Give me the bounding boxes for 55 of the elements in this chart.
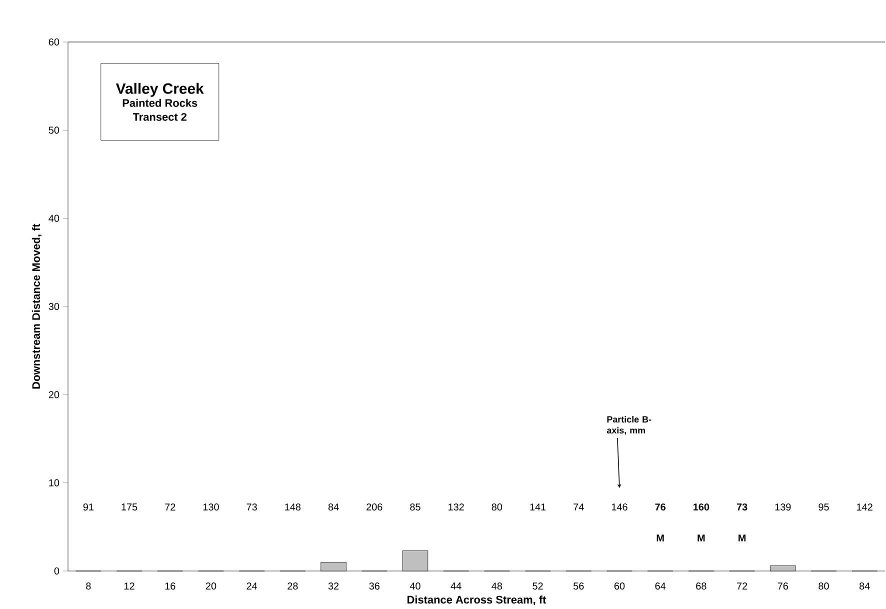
x-tick-label: 24 — [246, 582, 258, 590]
annotation: M — [698, 534, 705, 542]
annotation: 95 — [818, 503, 829, 511]
annotation: 74 — [574, 504, 584, 510]
x-tick-label: 28 — [288, 582, 298, 590]
annotation: 160 — [693, 503, 710, 511]
annotation: 148 — [285, 503, 301, 511]
y-tick-label: 40 — [48, 214, 60, 222]
x-tick-label: 76 — [778, 582, 788, 590]
x-tick-label: 32 — [328, 582, 339, 590]
text: Valley Creek — [116, 82, 204, 97]
y-tick-label: 20 — [48, 391, 60, 398]
annotation: 206 — [366, 503, 382, 511]
annotation: 72 — [165, 504, 176, 510]
x-tick-label: 68 — [696, 582, 706, 590]
x-tick-label: 44 — [450, 582, 462, 590]
annotation: 132 — [448, 503, 464, 511]
x-tick-label: 84 — [859, 582, 870, 590]
annotation: 80 — [492, 503, 502, 511]
x-tick-label: 36 — [369, 582, 380, 590]
annotation: 73 — [736, 503, 748, 511]
x-tick-label: 56 — [573, 582, 584, 590]
x-tick-label: 64 — [655, 582, 666, 590]
y-tick-label: 0 — [54, 567, 60, 575]
x-tick-label: 12 — [124, 582, 134, 590]
x-tick-label: 80 — [818, 582, 829, 590]
annotation: 175 — [122, 504, 138, 510]
annotation: 130 — [203, 503, 219, 511]
y-tick-label: 50 — [48, 126, 60, 134]
annotation: 85 — [410, 503, 420, 511]
annotation: 146 — [612, 503, 628, 511]
annotation: M — [738, 534, 746, 542]
annotation: 73 — [246, 503, 257, 511]
annotation: 141 — [530, 504, 546, 510]
x-tick-label: 16 — [165, 582, 176, 590]
annotation: 139 — [775, 503, 791, 511]
x-axis-title: Distance Across Stream, ft — [408, 596, 546, 606]
annotation: 142 — [857, 504, 872, 510]
annotation: Particle B-axis, mm — [606, 416, 652, 435]
annotation: M — [656, 534, 664, 542]
x-tick-label: 72 — [737, 582, 748, 590]
x-tick-label: 8 — [86, 582, 91, 590]
x-tick-label: 40 — [410, 582, 420, 590]
y-tick-label: 10 — [49, 479, 60, 486]
y-axis-title: Downstream Distance Moved, ft — [32, 224, 42, 389]
y-tick-label: 60 — [48, 38, 60, 46]
text: Painted Rocks Transect 2 — [122, 98, 198, 121]
x-tick-label: 60 — [614, 582, 625, 590]
x-tick-label: 20 — [206, 582, 216, 590]
x-tick-label: 52 — [532, 582, 543, 590]
annotation: 91 — [83, 503, 94, 511]
annotation: 84 — [328, 503, 339, 511]
annotation: 76 — [655, 503, 666, 511]
y-tick-label: 30 — [48, 302, 60, 310]
x-tick-label: 48 — [492, 582, 502, 590]
